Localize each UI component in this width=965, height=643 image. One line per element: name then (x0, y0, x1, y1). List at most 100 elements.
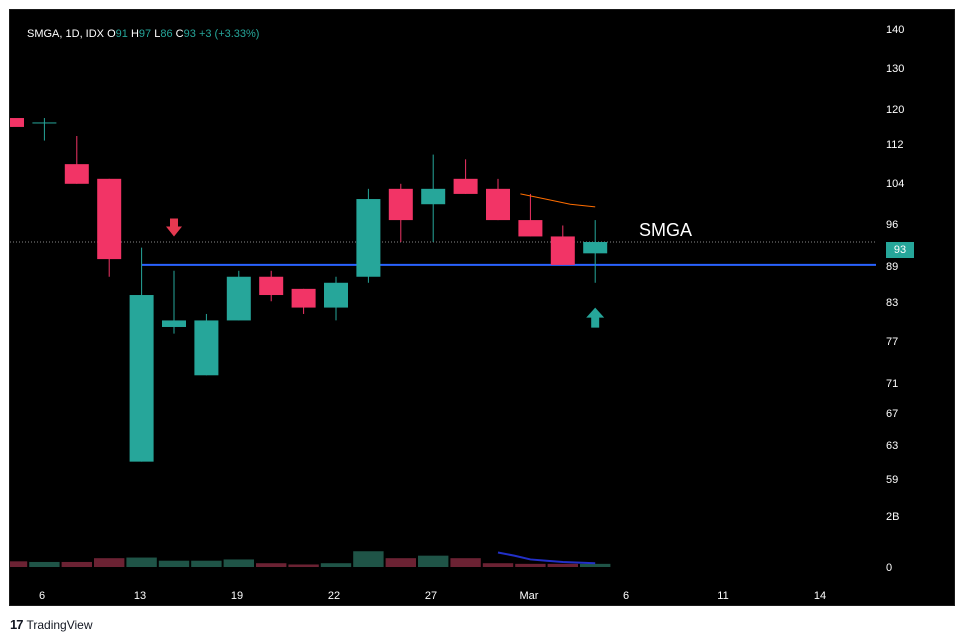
candle[interactable] (64, 135, 89, 184)
volume-bar (256, 563, 287, 567)
legend-high-label: H (130, 28, 139, 40)
candle-body (324, 282, 348, 308)
volume-bar (29, 561, 60, 567)
volume-bar (126, 557, 157, 567)
candle[interactable] (129, 247, 154, 462)
y-tick-label: 63 (886, 440, 898, 452)
y-tick-label: 67 (886, 408, 898, 420)
moving-average-line (520, 193, 596, 208)
y-tick-label: 77 (886, 336, 898, 348)
volume-bar (515, 563, 546, 567)
buy-signal-arrow-icon (586, 307, 605, 328)
sell-signal-arrow-icon (166, 218, 182, 237)
legend-low: 86 (160, 28, 173, 40)
legend-high: 97 (138, 28, 152, 40)
candle-body (10, 118, 24, 127)
volume-bar (10, 561, 28, 567)
x-tick-label: Mar (520, 590, 539, 602)
candle-body (583, 242, 608, 254)
candlestick-chart[interactable]: 140 130 120 112 104 96 89 83 77 71 67 63 59 2B 0 6 13 19… (10, 10, 954, 605)
candle-body (486, 188, 510, 221)
candle[interactable] (162, 270, 186, 334)
candle-body (64, 164, 89, 184)
candle[interactable] (10, 118, 24, 127)
chart-frame: 140 130 120 112 104 96 89 83 77 71 67 63 59 2B 0 6 13 19… (9, 9, 955, 606)
y-tick-label: 2B (886, 511, 899, 523)
x-tick-label: 13 (134, 590, 146, 602)
symbol-label: SMGA (639, 220, 693, 240)
candle[interactable] (226, 270, 251, 321)
candle-body (550, 236, 575, 265)
candle[interactable] (259, 270, 284, 302)
volume-bar (450, 558, 481, 567)
candle-body (97, 178, 122, 260)
y-tick-label: 59 (886, 474, 898, 486)
legend-open: 91 (115, 28, 128, 40)
x-tick-label: 27 (425, 590, 437, 602)
volume-bar (385, 558, 416, 567)
legend-open-label: O (107, 28, 116, 40)
candle[interactable] (194, 313, 219, 376)
y-tick-label: 89 (886, 261, 898, 273)
y-tick-label: 112 (886, 139, 904, 151)
candle-body (129, 295, 154, 462)
candle[interactable] (518, 193, 543, 237)
candle-body (32, 122, 57, 124)
candle[interactable] (97, 178, 122, 277)
candle[interactable] (453, 159, 478, 194)
y-tick-label: 104 (886, 178, 904, 190)
tradingview-logo-icon: 17 (10, 617, 24, 632)
y-tick-label: 140 (886, 24, 904, 36)
volume-bar (320, 563, 352, 567)
x-tick-label: 6 (623, 590, 629, 602)
volume-bar (94, 558, 125, 567)
y-tick-label: 130 (886, 63, 904, 75)
candle-body (259, 276, 284, 296)
candle[interactable] (486, 178, 510, 221)
volume-bar (191, 560, 222, 567)
candle-body (291, 288, 316, 308)
candle-body (453, 178, 478, 194)
volume-ma-line (497, 551, 596, 565)
candle[interactable] (388, 183, 413, 243)
brand-name: TradingView (26, 617, 93, 632)
candle-body (421, 188, 446, 205)
candle-body (518, 220, 543, 237)
candle[interactable] (32, 118, 57, 141)
y-tick-label: 96 (886, 219, 898, 231)
volume-bar (223, 559, 254, 567)
legend-change: +3 (+3.33%) (198, 28, 260, 40)
y-tick-label: 120 (886, 104, 904, 116)
candle[interactable] (583, 220, 608, 283)
candle-body (226, 276, 251, 321)
volume-bar (288, 564, 319, 567)
legend-close-label: C (175, 28, 184, 40)
x-tick-label: 14 (814, 590, 826, 602)
candle-body (388, 188, 413, 221)
footer: 17 TradingView (10, 617, 93, 632)
volume-bar (353, 551, 384, 567)
volume-bar (580, 563, 611, 567)
candle[interactable] (421, 154, 446, 243)
y-tick-label: 71 (886, 378, 898, 390)
volume-bar (482, 563, 514, 567)
y-tick-label: 0 (886, 562, 892, 574)
x-tick-label: 22 (328, 590, 340, 602)
chart-legend: SMGA, 1D, IDX O91 H97 L86 C93 +3 (+3.33%… (27, 28, 259, 40)
candle[interactable] (291, 288, 316, 314)
legend-low-label: L (154, 28, 161, 40)
candle[interactable] (324, 276, 348, 321)
legend-symbol: SMGA, 1D, IDX (27, 28, 105, 40)
candle-body (162, 320, 186, 327)
y-tick-label: 83 (886, 297, 898, 309)
candle-body (194, 320, 219, 376)
x-tick-label: 19 (231, 590, 243, 602)
legend-close: 93 (183, 28, 196, 40)
last-price-badge: 93 (886, 242, 914, 258)
volume-bar (61, 561, 92, 567)
x-tick-label: 6 (39, 590, 45, 602)
candle[interactable] (550, 225, 575, 265)
candle[interactable] (356, 188, 381, 283)
volume-bar (158, 560, 190, 567)
candle-body (356, 199, 381, 277)
